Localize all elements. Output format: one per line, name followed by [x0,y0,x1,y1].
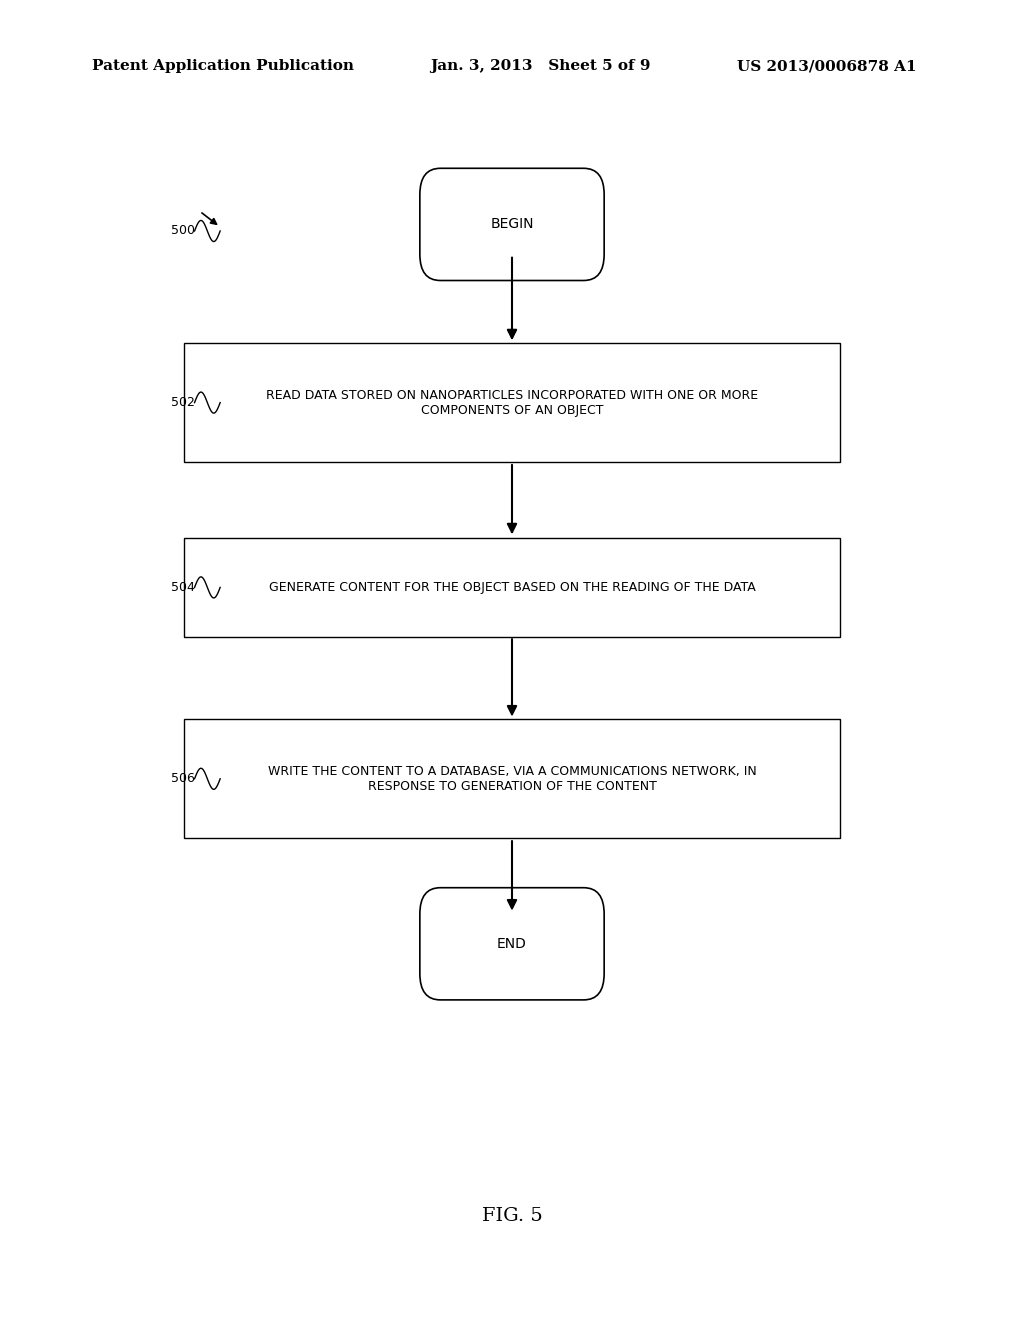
FancyBboxPatch shape [420,169,604,281]
Text: US 2013/0006878 A1: US 2013/0006878 A1 [737,59,916,74]
Text: Jan. 3, 2013   Sheet 5 of 9: Jan. 3, 2013 Sheet 5 of 9 [430,59,650,74]
Bar [184,719,840,838]
Text: 502: 502 [171,396,195,409]
Text: Patent Application Publication: Patent Application Publication [92,59,354,74]
Bar [184,343,840,462]
FancyBboxPatch shape [420,888,604,1001]
Text: GENERATE CONTENT FOR THE OBJECT BASED ON THE READING OF THE DATA: GENERATE CONTENT FOR THE OBJECT BASED ON… [268,581,756,594]
Text: READ DATA STORED ON NANOPARTICLES INCORPORATED WITH ONE OR MORE
COMPONENTS OF AN: READ DATA STORED ON NANOPARTICLES INCORP… [266,388,758,417]
Text: BEGIN: BEGIN [490,218,534,231]
Text: 500: 500 [171,224,195,238]
Text: 504: 504 [171,581,195,594]
Bar [184,537,840,636]
Text: END: END [497,937,527,950]
Text: WRITE THE CONTENT TO A DATABASE, VIA A COMMUNICATIONS NETWORK, IN
RESPONSE TO GE: WRITE THE CONTENT TO A DATABASE, VIA A C… [267,764,757,793]
Text: 506: 506 [171,772,195,785]
Text: FIG. 5: FIG. 5 [481,1206,543,1225]
